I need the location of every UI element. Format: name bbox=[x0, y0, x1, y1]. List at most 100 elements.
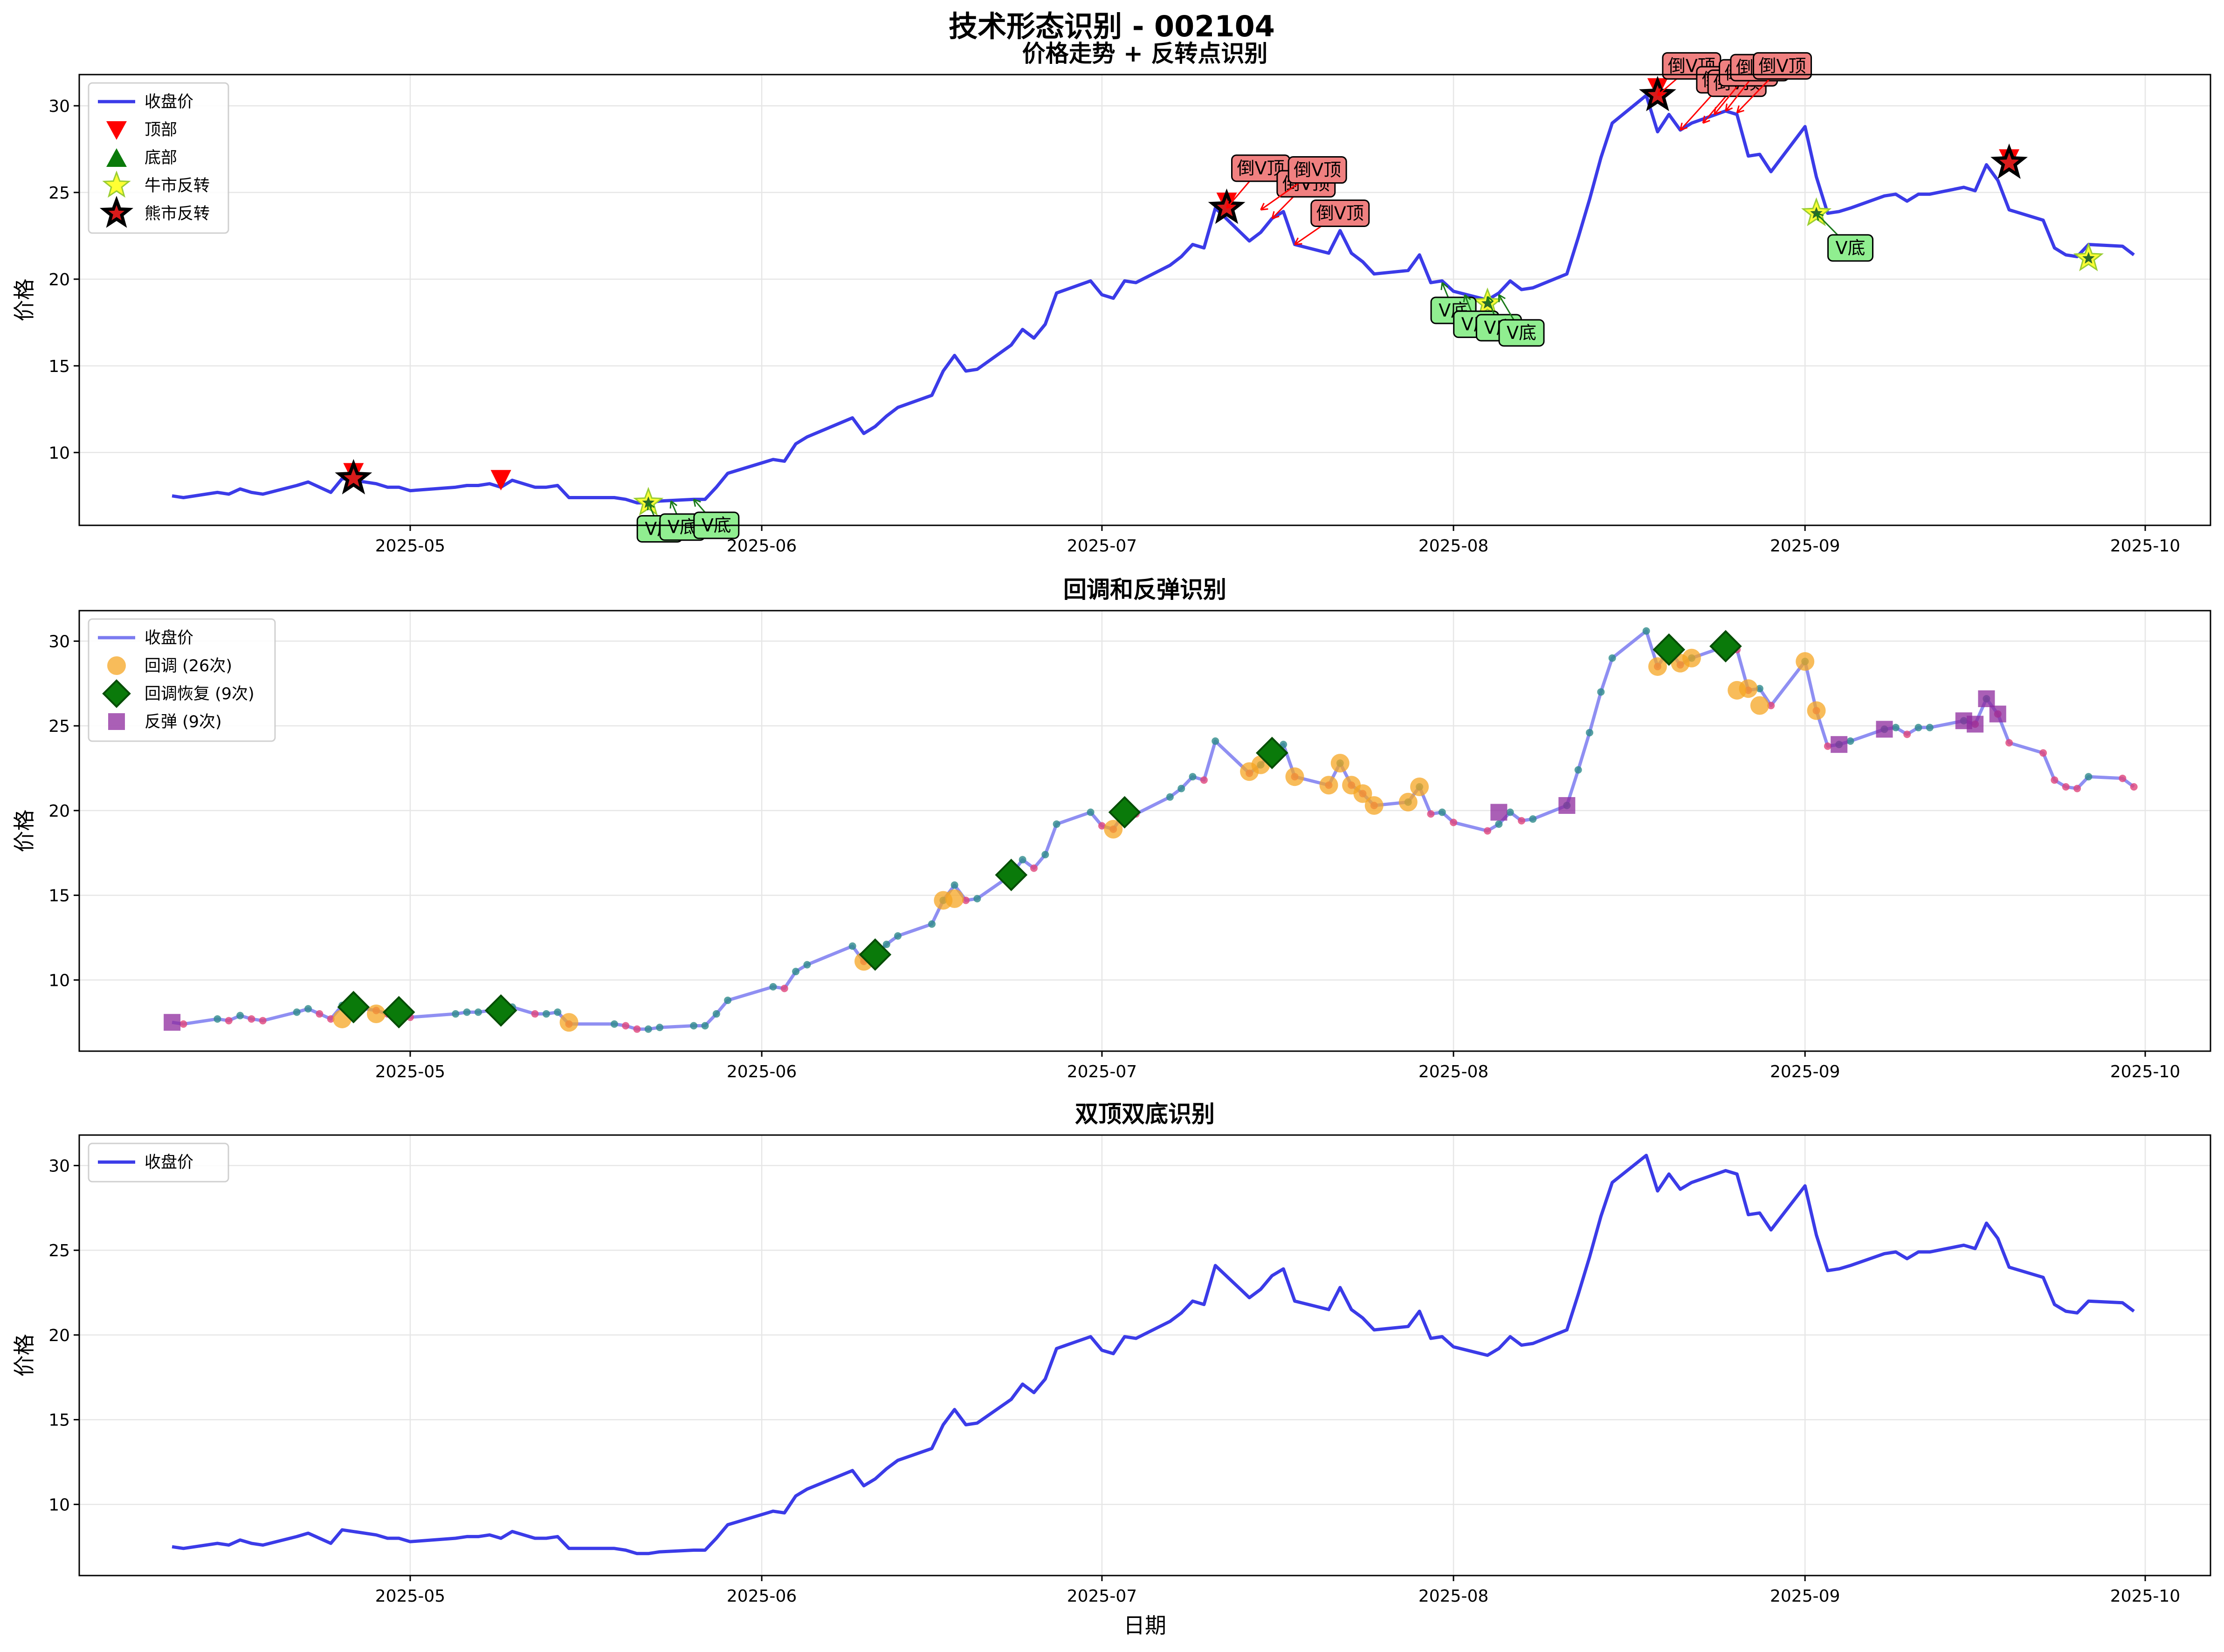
legend-label: 收盘价 bbox=[145, 93, 193, 111]
annotation-arrowhead bbox=[1463, 294, 1471, 303]
pullback-marker bbox=[1398, 792, 1418, 812]
up-day-dot bbox=[1495, 820, 1503, 828]
annotation-arrowhead bbox=[1725, 103, 1733, 112]
y-tick-label: 20 bbox=[48, 802, 70, 821]
up-day-dot bbox=[474, 1008, 482, 1016]
rebound-marker bbox=[1876, 721, 1893, 738]
legend-swatch-pullback bbox=[107, 656, 126, 675]
down-day-dot bbox=[780, 984, 788, 992]
down-day-dot bbox=[248, 1015, 255, 1023]
down-day-dot bbox=[2062, 783, 2070, 791]
annotation-arrowhead bbox=[1440, 282, 1449, 290]
up-day-dot bbox=[769, 983, 777, 991]
pullback-marker bbox=[367, 1005, 386, 1024]
pullback-marker bbox=[1330, 754, 1350, 773]
up-day-dot bbox=[950, 881, 958, 889]
legend-label: 牛市反转 bbox=[145, 177, 210, 195]
down-day-dot bbox=[2073, 785, 2081, 792]
up-day-dot bbox=[712, 1010, 720, 1018]
x-tick-label: 2025-05 bbox=[375, 537, 445, 556]
legend-swatch-bear-star bbox=[99, 195, 134, 228]
legend-swatch-bottom bbox=[106, 148, 127, 167]
pullback-marker bbox=[1285, 767, 1304, 786]
up-day-dot bbox=[656, 1024, 664, 1032]
up-day-dot bbox=[1438, 808, 1446, 816]
x-tick-label: 2025-06 bbox=[727, 537, 797, 556]
up-day-dot bbox=[1574, 766, 1582, 774]
down-day-dot bbox=[1450, 819, 1458, 826]
up-day-dot bbox=[928, 920, 936, 928]
legend-label: 收盘价 bbox=[145, 629, 193, 647]
annotation-arrowhead bbox=[1498, 294, 1506, 303]
rebound-marker bbox=[1558, 797, 1576, 814]
up-day-dot bbox=[1608, 654, 1616, 662]
pullback-marker bbox=[1353, 784, 1372, 803]
annotation-arrowhead bbox=[1294, 237, 1302, 245]
up-day-dot bbox=[1019, 856, 1026, 864]
up-day-dot bbox=[1212, 737, 1219, 745]
up-day-dot bbox=[894, 932, 902, 940]
y-tick-label: 30 bbox=[48, 632, 70, 651]
pullback-marker bbox=[1750, 696, 1769, 715]
pullback-marker bbox=[1648, 657, 1667, 676]
pullback-marker bbox=[1796, 652, 1815, 671]
x-tick-label: 2025-05 bbox=[375, 1587, 445, 1606]
legend-label: 熊市反转 bbox=[145, 205, 210, 223]
y-tick-label: 15 bbox=[48, 357, 70, 376]
up-day-dot bbox=[1189, 773, 1197, 781]
x-tick-label: 2025-08 bbox=[1418, 1587, 1488, 1606]
bull-reversal-star-core bbox=[1481, 296, 1494, 309]
down-day-dot bbox=[1518, 817, 1526, 825]
legend-swatch-top bbox=[106, 121, 127, 140]
annotation-arrowhead bbox=[1680, 123, 1688, 131]
x-tick-label: 2025-08 bbox=[1418, 1062, 1488, 1081]
up-day-dot bbox=[1166, 793, 1174, 801]
x-tick-label: 2025-07 bbox=[1067, 1587, 1137, 1606]
panel-title: 回调和反弹识别 bbox=[1063, 576, 1226, 603]
up-day-dot bbox=[848, 942, 856, 950]
bull-reversal-star-core bbox=[642, 496, 655, 508]
recovery-marker bbox=[1256, 737, 1288, 770]
up-day-dot bbox=[1087, 808, 1095, 816]
up-day-dot bbox=[1585, 729, 1593, 737]
annotation-arrowhead bbox=[1486, 296, 1494, 304]
y-tick-label: 10 bbox=[48, 1495, 70, 1514]
y-tick-label: 10 bbox=[48, 971, 70, 990]
x-tick-label: 2025-10 bbox=[2110, 537, 2180, 556]
v-bottom-label-box bbox=[1498, 319, 1545, 347]
v-bottom-label: V底 bbox=[1507, 323, 1536, 343]
legend-swatch-rebound bbox=[108, 713, 125, 730]
pullback-marker bbox=[1364, 796, 1384, 815]
annotation-arrowhead bbox=[1702, 116, 1710, 124]
annotation-arrowhead bbox=[693, 498, 701, 507]
annotation-arrowhead bbox=[669, 500, 678, 509]
y-axis-label: 价格 bbox=[12, 279, 37, 322]
down-day-dot bbox=[179, 1020, 187, 1028]
legend-label: 回调恢复 (9次) bbox=[145, 685, 255, 703]
down-day-dot bbox=[225, 1017, 233, 1025]
y-tick-label: 10 bbox=[48, 444, 70, 463]
y-tick-label: 25 bbox=[48, 717, 70, 736]
y-tick-label: 25 bbox=[48, 1241, 70, 1260]
up-day-dot bbox=[1642, 627, 1650, 635]
pullback-marker bbox=[1682, 648, 1701, 668]
down-day-dot bbox=[1824, 742, 1832, 750]
inverted-v-top-label-box bbox=[1288, 156, 1347, 184]
rebound-marker bbox=[164, 1014, 181, 1031]
down-day-dot bbox=[1484, 827, 1492, 835]
x-tick-label: 2025-06 bbox=[727, 1062, 797, 1081]
rebound-marker bbox=[1967, 716, 1984, 733]
legend-box bbox=[88, 1143, 229, 1183]
up-day-dot bbox=[882, 941, 890, 949]
up-day-dot bbox=[1053, 820, 1060, 828]
x-tick-label: 2025-05 bbox=[375, 1062, 445, 1081]
pullback-marker bbox=[945, 889, 964, 908]
recovery-marker bbox=[859, 938, 892, 971]
down-day-dot bbox=[622, 1022, 630, 1030]
up-day-dot bbox=[1597, 688, 1605, 696]
up-day-dot bbox=[236, 1012, 244, 1019]
up-day-dot bbox=[1177, 785, 1185, 792]
recovery-marker bbox=[1108, 796, 1141, 829]
y-tick-label: 15 bbox=[48, 1411, 70, 1430]
top-marker bbox=[490, 470, 511, 491]
